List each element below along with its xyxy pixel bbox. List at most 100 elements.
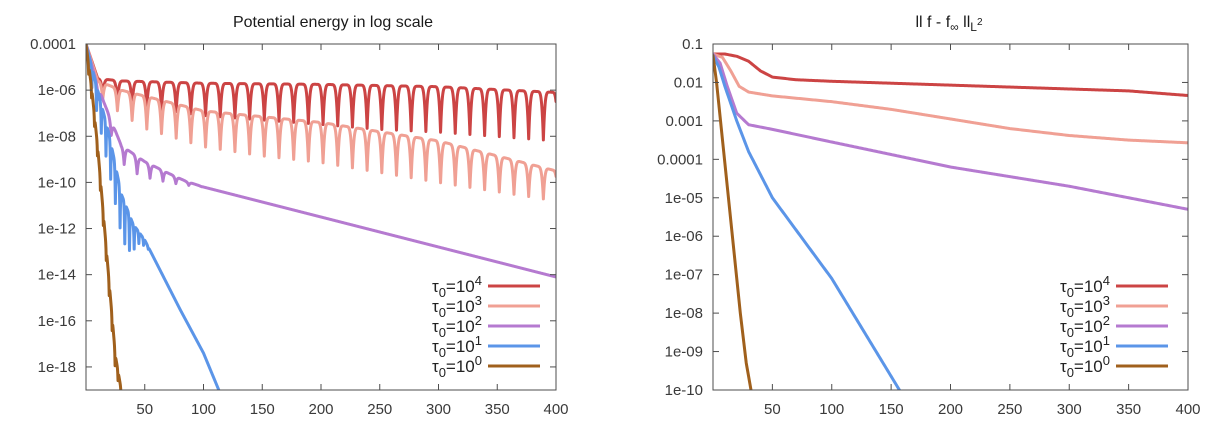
legend-label: τ0=102 bbox=[1060, 313, 1110, 340]
title-L-sub: L bbox=[970, 20, 977, 34]
x-tick-label: 50 bbox=[136, 401, 153, 418]
legend-sub: 0 bbox=[439, 285, 446, 300]
legend-sub: 0 bbox=[1067, 325, 1074, 340]
legend-tau: τ bbox=[1060, 297, 1067, 316]
potential-energy-chart: Potential energy in log scale 50 100 150 20… bbox=[30, 14, 568, 418]
series-lines bbox=[86, 44, 556, 390]
chart-title: Potential energy in log scale bbox=[233, 14, 433, 31]
legend-mid: =10 bbox=[446, 317, 475, 336]
title-infinity-sub: ∞ bbox=[950, 20, 959, 34]
legend-item-tau-1e1: τ0=101 bbox=[432, 333, 540, 360]
x-tick-label: 400 bbox=[1175, 401, 1200, 418]
legend-sup: 4 bbox=[1103, 273, 1110, 288]
legend-tau: τ bbox=[1060, 337, 1067, 356]
y-tick-label: 1e-08 bbox=[665, 305, 703, 322]
series-line-tau-1e4 bbox=[713, 52, 1188, 98]
series-line-tau-1e3 bbox=[86, 44, 556, 201]
x-tick-label: 200 bbox=[308, 401, 333, 418]
legend-item-tau-1e3: τ0=103 bbox=[432, 293, 540, 320]
title-2-sup: 2 bbox=[977, 17, 983, 28]
legend-mid: =10 bbox=[1074, 297, 1103, 316]
legend-label: τ0=103 bbox=[1060, 293, 1110, 320]
series-line-tau-1e0 bbox=[86, 44, 123, 390]
series-line-tau-1e0 bbox=[713, 54, 753, 390]
legend-label: τ0=100 bbox=[432, 353, 482, 380]
legend-sub: 0 bbox=[439, 365, 446, 380]
legend-mid: =10 bbox=[1074, 277, 1103, 296]
legend-item-tau-1e1: τ0=101 bbox=[1060, 333, 1168, 360]
y-tick-label: 1e-07 bbox=[665, 267, 703, 284]
title-part-2: ll bbox=[959, 14, 971, 31]
x-tick-label: 200 bbox=[938, 401, 963, 418]
legend-sup: 4 bbox=[475, 273, 482, 288]
legend-sup: 3 bbox=[1103, 293, 1110, 308]
series-lines bbox=[713, 52, 1188, 390]
x-tick-label: 100 bbox=[819, 401, 844, 418]
y-tick-label: 1e-06 bbox=[665, 228, 703, 245]
legend-sup: 2 bbox=[475, 313, 482, 328]
y-tick-label: 0.1 bbox=[682, 36, 703, 53]
legend-sub: 0 bbox=[439, 325, 446, 340]
legend-tau: τ bbox=[432, 337, 439, 356]
series-line-tau-1e3 bbox=[713, 52, 1188, 145]
legend-sub: 0 bbox=[1067, 365, 1074, 380]
legend-tau: τ bbox=[1060, 357, 1067, 376]
legend-label: τ0=100 bbox=[1060, 353, 1110, 380]
legend-sub: 0 bbox=[1067, 345, 1074, 360]
legend-label: τ0=101 bbox=[1060, 333, 1110, 360]
y-tick-label: 1e-08 bbox=[38, 128, 76, 145]
x-tick-label: 400 bbox=[543, 401, 568, 418]
y-tick-label: 0.0001 bbox=[657, 151, 703, 168]
legend-sup: 0 bbox=[475, 353, 482, 368]
x-tick-label: 150 bbox=[250, 401, 275, 418]
y-axis-ticks: 0.0001 1e-06 1e-08 1e-10 1e-12 1e-14 1e-16 1e-1… bbox=[30, 36, 556, 376]
legend-tau: τ bbox=[432, 277, 439, 296]
y-tick-label: 0.001 bbox=[665, 113, 703, 130]
y-axis-ticks: 0.1 0.01 0.001 0.0001 1e-05 1e-06 1e-07 1e-08 1e… bbox=[657, 36, 1188, 399]
x-tick-label: 350 bbox=[485, 401, 510, 418]
x-tick-label: 300 bbox=[1057, 401, 1082, 418]
legend-mid: =10 bbox=[446, 297, 475, 316]
x-axis-ticks: 50 100 150 200 250 300 350 400 bbox=[136, 44, 569, 418]
x-tick-label: 250 bbox=[367, 401, 392, 418]
series-line-tau-1e2 bbox=[86, 44, 556, 279]
x-tick-label: 50 bbox=[764, 401, 781, 418]
legend-mid: =10 bbox=[1074, 357, 1103, 376]
legend-item-tau-1e0: τ0=100 bbox=[432, 353, 540, 380]
y-tick-label: 1e-18 bbox=[38, 359, 76, 376]
legend-item-tau-1e2: τ0=102 bbox=[432, 313, 540, 340]
legend-sup: 3 bbox=[475, 293, 482, 308]
legend-mid: =10 bbox=[446, 357, 475, 376]
title-part-1: ll f - f bbox=[915, 14, 950, 31]
x-tick-label: 300 bbox=[426, 401, 451, 418]
legend-mid: =10 bbox=[446, 337, 475, 356]
l2-norm-chart: ll f - f∞ llL2 50 100 150 200 250 300 350 400 0… bbox=[657, 14, 1200, 418]
legend-label: τ0=104 bbox=[1060, 273, 1110, 300]
legend-sup: 0 bbox=[1103, 353, 1110, 368]
legend-mid: =10 bbox=[1074, 337, 1103, 356]
legend-mid: =10 bbox=[1074, 317, 1103, 336]
legend-sub: 0 bbox=[439, 305, 446, 320]
x-tick-label: 250 bbox=[997, 401, 1022, 418]
y-tick-label: 1e-09 bbox=[665, 344, 703, 361]
legend-item-tau-1e0: τ0=100 bbox=[1060, 353, 1168, 380]
y-tick-label: 1e-12 bbox=[38, 221, 76, 238]
legend-tau: τ bbox=[432, 317, 439, 336]
y-tick-label: 1e-05 bbox=[665, 190, 703, 207]
x-tick-label: 150 bbox=[879, 401, 904, 418]
legend-sub: 0 bbox=[439, 345, 446, 360]
legend-tau: τ bbox=[432, 357, 439, 376]
y-tick-label: 1e-16 bbox=[38, 313, 76, 330]
legend-tau: τ bbox=[1060, 277, 1067, 296]
series-line-tau-1e2 bbox=[713, 52, 1188, 211]
legend-sup: 1 bbox=[475, 333, 482, 348]
series-line-tau-1e1 bbox=[86, 44, 221, 390]
series-line-tau-1e4 bbox=[86, 44, 556, 142]
legend-label: τ0=103 bbox=[432, 293, 482, 320]
y-tick-label: 1e-10 bbox=[38, 174, 76, 191]
legend-sup: 1 bbox=[1103, 333, 1110, 348]
chart-title: ll f - f∞ llL2 bbox=[915, 14, 982, 34]
